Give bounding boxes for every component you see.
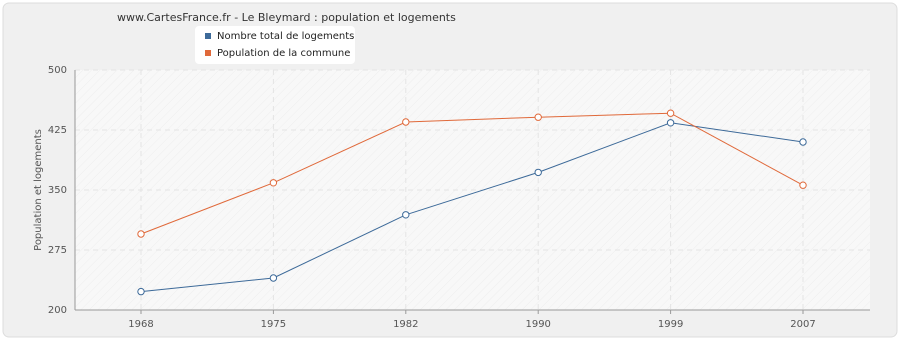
x-tick-label: 1990 bbox=[525, 319, 550, 330]
legend-swatch bbox=[205, 33, 211, 39]
legend-label: Nombre total de logements bbox=[217, 31, 354, 42]
data-point bbox=[269, 179, 278, 187]
y-tick-label: 500 bbox=[48, 65, 67, 76]
data-point bbox=[402, 118, 410, 126]
data-point bbox=[137, 287, 145, 296]
x-tick-label: 1999 bbox=[658, 319, 683, 330]
data-point bbox=[402, 211, 410, 219]
data-point bbox=[269, 274, 278, 282]
data-point bbox=[799, 138, 807, 146]
data-point bbox=[666, 109, 675, 117]
y-tick-label: 275 bbox=[48, 245, 67, 256]
y-tick-label: 200 bbox=[48, 305, 67, 316]
data-point bbox=[799, 181, 807, 189]
data-point bbox=[534, 113, 542, 121]
series-line bbox=[140, 122, 804, 293]
x-tick-label: 1968 bbox=[128, 319, 153, 330]
chart-title: www.CartesFrance.fr - Le Bleymard : popu… bbox=[117, 11, 456, 24]
legend: Nombre total de logements Population de l… bbox=[195, 26, 355, 64]
y-axis-label: Population et logements bbox=[33, 129, 44, 251]
legend-label: Population de la commune bbox=[217, 48, 350, 59]
y-tick-label: 425 bbox=[48, 125, 67, 136]
x-tick-label: 1975 bbox=[261, 319, 286, 330]
y-tick-label: 350 bbox=[48, 185, 67, 196]
legend-swatch bbox=[205, 50, 211, 56]
data-point bbox=[137, 230, 145, 238]
legend-box bbox=[195, 26, 355, 64]
series-line bbox=[140, 112, 804, 235]
x-tick-label: 1982 bbox=[393, 319, 418, 330]
data-point bbox=[534, 168, 542, 177]
data-point bbox=[666, 119, 675, 127]
x-tick-label: 2007 bbox=[790, 319, 815, 330]
